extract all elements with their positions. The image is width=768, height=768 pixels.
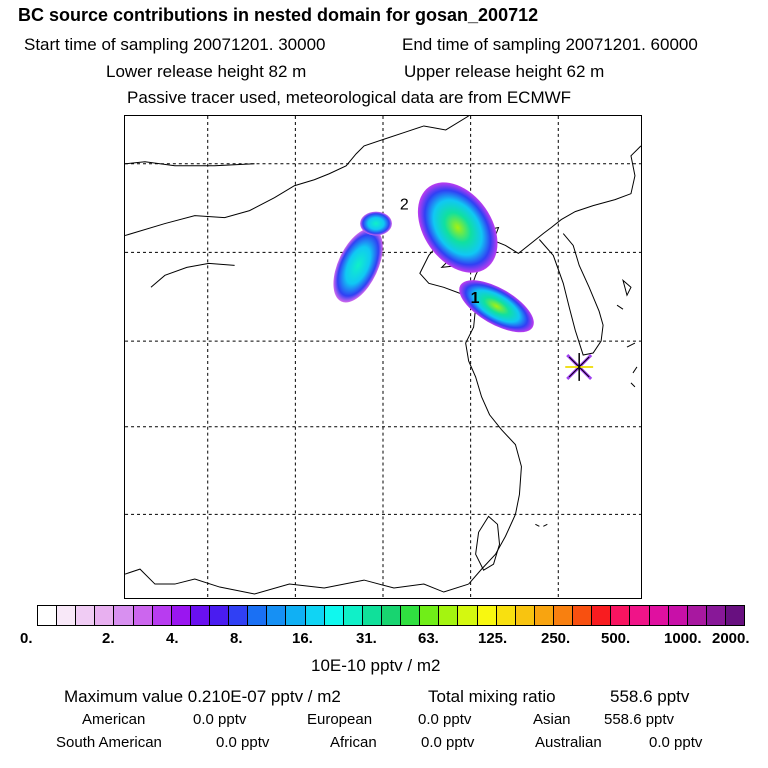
start-time: Start time of sampling 20071201. 30000 xyxy=(24,35,326,54)
colorbar-swatch xyxy=(38,606,58,625)
colorbar-swatch xyxy=(343,606,363,625)
colorbar-swatch xyxy=(477,606,497,625)
maximum-value: Maximum value 0.210E-07 pptv / m2 xyxy=(64,687,341,706)
source-label-1: 1 xyxy=(471,290,480,307)
colorbar-swatch xyxy=(668,606,688,625)
lower-release-height: Lower release height 82 m xyxy=(106,62,307,81)
colorbar-swatch xyxy=(248,606,268,625)
colorbar-swatch xyxy=(573,606,593,625)
african-value: 0.0 pptv xyxy=(421,734,475,751)
map-panel: 2 1 xyxy=(124,115,642,599)
colorbar-swatch xyxy=(286,606,306,625)
colorbar-swatch xyxy=(401,606,421,625)
colorbar-tick-label: 63. xyxy=(418,630,439,647)
receptor-star-icon xyxy=(565,353,594,381)
concentration-plumes xyxy=(333,182,534,333)
colorbar-swatch xyxy=(496,606,516,625)
colorbar-swatch xyxy=(171,606,191,625)
colorbar-tick-label: 31. xyxy=(356,630,377,647)
colorbar-tick-label: 2. xyxy=(102,630,115,647)
colorbar-swatch xyxy=(267,606,287,625)
european-label: European xyxy=(307,711,373,728)
grid-lines xyxy=(125,116,641,598)
colorbar-swatch xyxy=(95,606,115,625)
colorbar-swatch xyxy=(458,606,478,625)
colorbar-swatch xyxy=(706,606,726,625)
total-mixing-value: 558.6 pptv xyxy=(610,687,690,706)
colorbar-swatch xyxy=(381,606,402,625)
colorbar-tick-label: 2000. xyxy=(712,630,750,647)
colorbar-swatch xyxy=(114,606,134,625)
colorbar-swatch xyxy=(190,606,210,625)
tracer-note: Passive tracer used, meteorological data… xyxy=(127,88,572,107)
australian-value: 0.0 pptv xyxy=(649,734,703,751)
source-label-2: 2 xyxy=(400,197,409,214)
end-time: End time of sampling 20071201. 60000 xyxy=(402,35,698,54)
african-label: African xyxy=(330,734,377,751)
colorbar-tick-label: 500. xyxy=(601,630,631,647)
asian-label: Asian xyxy=(533,711,571,728)
colorbar-swatch xyxy=(611,606,631,625)
colorbar-swatch xyxy=(515,606,535,625)
south-american-value: 0.0 pptv xyxy=(216,734,270,751)
colorbar xyxy=(37,605,745,626)
colorbar-swatch xyxy=(305,606,325,625)
colorbar-swatch xyxy=(592,606,612,625)
asian-value: 558.6 pptv xyxy=(604,711,675,728)
colorbar-swatch xyxy=(420,606,440,625)
colorbar-swatch xyxy=(649,606,669,625)
colorbar-tick-label: 1000. xyxy=(664,630,702,647)
colorbar-tick-label: 0. xyxy=(20,630,33,647)
colorbar-swatch xyxy=(362,606,382,625)
colorbar-swatch xyxy=(534,606,554,625)
figure-title: BC source contributions in nested domain… xyxy=(18,5,539,25)
colorbar-tick-label: 8. xyxy=(230,630,243,647)
colorbar-swatch xyxy=(209,606,230,625)
colorbar-swatch xyxy=(76,606,96,625)
colorbar-tick-label: 4. xyxy=(166,630,179,647)
colorbar-swatch xyxy=(687,606,707,625)
colorbar-swatch xyxy=(439,606,459,625)
colorbar-tick-label: 125. xyxy=(478,630,508,647)
european-value: 0.0 pptv xyxy=(418,711,472,728)
colorbar-tick-label: 250. xyxy=(541,630,571,647)
colorbar-swatch xyxy=(229,606,249,625)
australian-label: Australian xyxy=(535,734,602,751)
upper-release-height: Upper release height 62 m xyxy=(404,62,605,81)
total-mixing-label: Total mixing ratio xyxy=(428,687,556,706)
american-value: 0.0 pptv xyxy=(193,711,247,728)
colorbar-swatch xyxy=(725,606,745,625)
colorbar-swatch xyxy=(324,606,344,625)
american-label: American xyxy=(82,711,146,728)
colorbar-swatch xyxy=(133,606,153,625)
colorbar-tick-label: 16. xyxy=(292,630,313,647)
colorbar-swatch xyxy=(152,606,172,625)
colorbar-swatch xyxy=(630,606,650,625)
south-american-label: South American xyxy=(56,734,162,751)
colorbar-swatch xyxy=(57,606,77,625)
colorbar-swatch xyxy=(553,606,574,625)
colorbar-unit-label: 10E-10 pptv / m2 xyxy=(311,656,441,675)
